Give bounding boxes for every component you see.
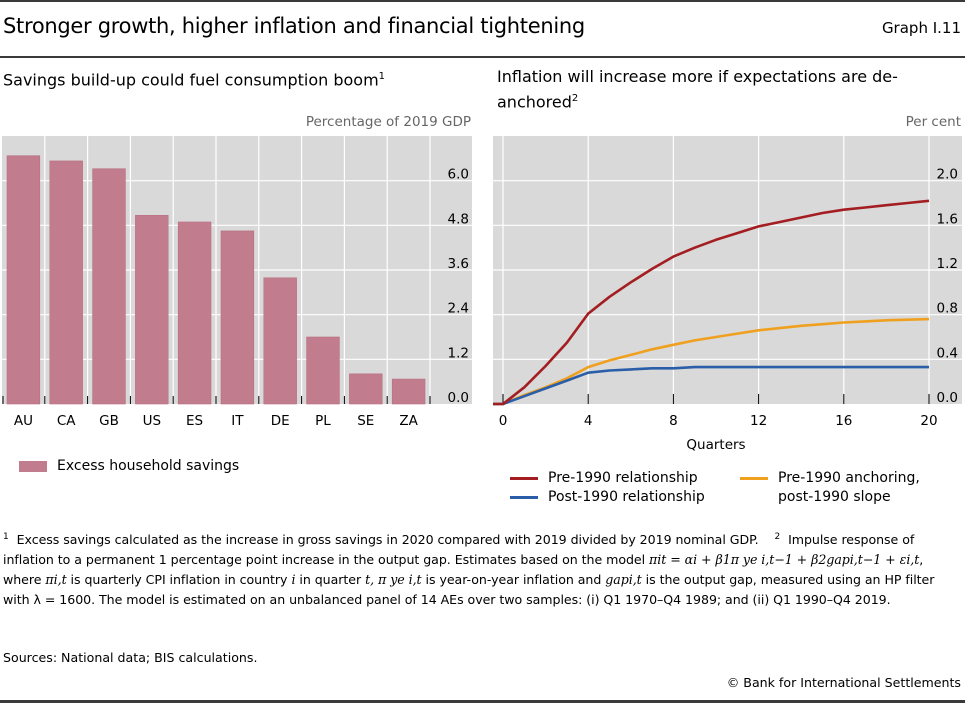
footnote-2-model-equation: πit = αi + β1π ye i,t−1 + β2gapi,t−1 + ε… [649,551,920,567]
footnote-2-mark: 2 [774,532,781,542]
bar-xtick-label-GB: GB [99,413,119,429]
footnote-2-text-c: is quarterly CPI inflation in country [70,571,288,587]
bar-ZA [391,378,426,405]
bar-PL [306,336,340,405]
bar-chart: 0.0 1.2 2.4 3.6 4.8 6.0 AU CA GB US ES IT DE PL SE ZA [2,136,472,429]
bar-ytick-label: 6.0 [448,167,469,183]
line-xtick-label: 20 [920,413,937,429]
bar-xtick-label-DE: DE [271,413,290,429]
sources-note: Sources: National data; BIS calculations… [3,650,258,665]
bar-SE [349,373,383,405]
bar-ytick-label: 4.8 [448,211,469,227]
footnote-2-text-a: Impulse response of inflation to a perma… [3,532,915,567]
line-series-post-1990 [493,365,929,406]
bar-AU [6,155,41,405]
bar-xtick-label-US: US [143,413,161,429]
line-xtick-label: 16 [835,413,852,429]
bar-CA [49,160,83,405]
charts-canvas: 0.0 1.2 2.4 3.6 4.8 6.0 AU CA GB US ES IT DE PL SE ZA 0… [2,136,962,453]
line-series-pre-1990 [493,199,930,406]
legend-swatch-anchoring [740,477,768,480]
legend-label-anchoring-line2: post-1990 slope [778,489,891,505]
line-series-anchoring [493,317,930,406]
left-panel-title-text: Savings build-up could fuel consumption … [3,70,379,90]
header-rule [0,56,965,58]
bar-US [135,214,169,405]
legend-item-post-1990: Post-1990 relationship [510,488,705,507]
footnotes: 1 Excess savings calculated as the incre… [3,528,963,609]
footnote-1-text: Excess savings calculated as the increas… [16,532,759,548]
bar-DE [263,277,297,405]
right-title-footnote-mark: 2 [571,93,579,104]
line-ytick-label: 1.6 [937,211,958,227]
bar-ytick-label: 0.0 [448,390,469,406]
bar-xtick-label-IT: IT [231,413,244,429]
legend-swatch-pre-1990 [510,477,538,480]
graph-id: Graph I.11 [881,19,961,37]
footnote-1-mark: 1 [3,532,9,542]
line-xtick-label: 12 [750,413,767,429]
line-ytick-label: 0.4 [937,345,958,361]
line-xaxis-label: Quarters [686,437,745,453]
footnote-2-text-f: is the output gap, measured using an HP … [3,571,935,607]
footnote-2-t-symbol: t, [365,571,375,587]
legend-item-excess-savings: Excess household savings [19,457,239,476]
line-xtick-label: 4 [584,413,593,429]
legend-label-pre-1990: Pre-1990 relationship [548,470,698,486]
line-ytick-label: 0.8 [937,301,958,317]
legend-label-anchoring: Pre-1990 anchoring, post-1990 slope [778,469,920,507]
bar-ytick-label: 2.4 [448,301,469,317]
line-ytick-label: 2.0 [937,167,958,183]
line-chart: 0 4 8 12 16 200.0 0.4 0.8 1.2 1.6 2.0 Quarters [493,136,962,453]
bar-xtick-label-CA: CA [57,413,76,429]
bar-xtick-label-AU: AU [14,413,33,429]
footnote-2-piye-symbol: π ye i,t [378,571,422,587]
graph-title: Stronger growth, higher inflation and fi… [3,14,585,38]
footnote-2-text-b: , where [3,551,924,587]
top-rule [0,0,965,2]
legend-label-anchoring-line1: Pre-1990 anchoring, [778,470,920,486]
bar-xtick-label-SE: SE [357,413,374,429]
bar-IT [220,230,255,405]
bar-GB [92,168,126,405]
bar-xtick-label-ES: ES [186,413,203,429]
footnote-2-gap-symbol: gapi,t [605,571,642,587]
bar-xtick-label-ZA: ZA [399,413,418,429]
legend-label-excess-savings: Excess household savings [57,458,240,474]
line-ytick-label: 0.0 [937,390,958,406]
footnote-2-text-e: is year-on-year inflation and [425,571,602,587]
legend-swatch-post-1990 [510,496,538,499]
bar-ES [177,221,212,405]
left-unit-label: Percentage of 2019 GDP [305,114,471,130]
footnote-2-i-symbol: i [291,571,296,587]
right-panel-title-text: Inflation will increase more if expectat… [497,67,898,112]
line-ytick-label: 1.2 [937,256,958,272]
line-xtick-label: 0 [499,413,508,429]
bar-xtick-label-PL: PL [315,413,331,429]
bar-ytick-label: 3.6 [448,256,469,272]
line-xtick-label: 8 [669,413,678,429]
bottom-rule [0,700,965,703]
right-unit-label: Per cent [905,114,961,130]
right-panel-title: Inflation will increase more if expectat… [497,66,917,113]
left-title-footnote-mark: 1 [378,71,386,82]
legend-item-anchoring: Pre-1990 anchoring, post-1990 slope [740,469,920,507]
footnote-2-text-d: in quarter [299,571,362,587]
copyright-note: © Bank for International Settlements [726,675,961,690]
legend-item-pre-1990: Pre-1990 relationship [510,469,698,488]
bar-ytick-label: 1.2 [448,345,469,361]
legend-label-post-1990: Post-1990 relationship [548,489,705,505]
footnote-2-pi-symbol: πi,t [45,571,67,587]
legend-swatch-excess-savings [19,461,47,472]
left-panel-title: Savings build-up could fuel consumption … [3,66,385,91]
